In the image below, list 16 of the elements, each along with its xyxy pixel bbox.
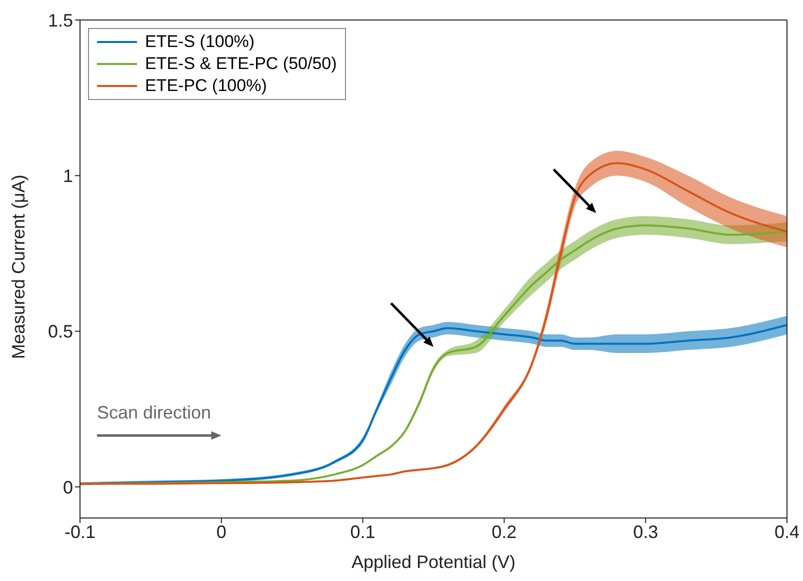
x-axis-title: Applied Potential (V) — [351, 552, 516, 572]
legend-label: ETE-S (100%) — [145, 31, 255, 53]
y-tick-label: 1 — [62, 166, 73, 186]
y-axis-title: Measured Current (μA) — [8, 174, 28, 359]
legend-label: ETE-PC (100%) — [145, 75, 267, 97]
y-tick-label: 0.5 — [48, 322, 73, 342]
x-tick-label: 0.3 — [633, 522, 658, 542]
x-tick-label: -0.1 — [64, 522, 96, 542]
y-tick-label: 1.5 — [48, 10, 73, 30]
y-tick-label: 0 — [62, 477, 73, 498]
x-tick-label: 0.2 — [492, 522, 517, 542]
x-tick-label: 0 — [216, 522, 226, 542]
x-tick-label: 0.4 — [774, 522, 800, 542]
annotation: Scan direction — [96, 402, 212, 422]
x-tick-label: 0.1 — [350, 522, 376, 542]
legend-label: ETE-S & ETE-PC (50/50) — [145, 53, 337, 75]
